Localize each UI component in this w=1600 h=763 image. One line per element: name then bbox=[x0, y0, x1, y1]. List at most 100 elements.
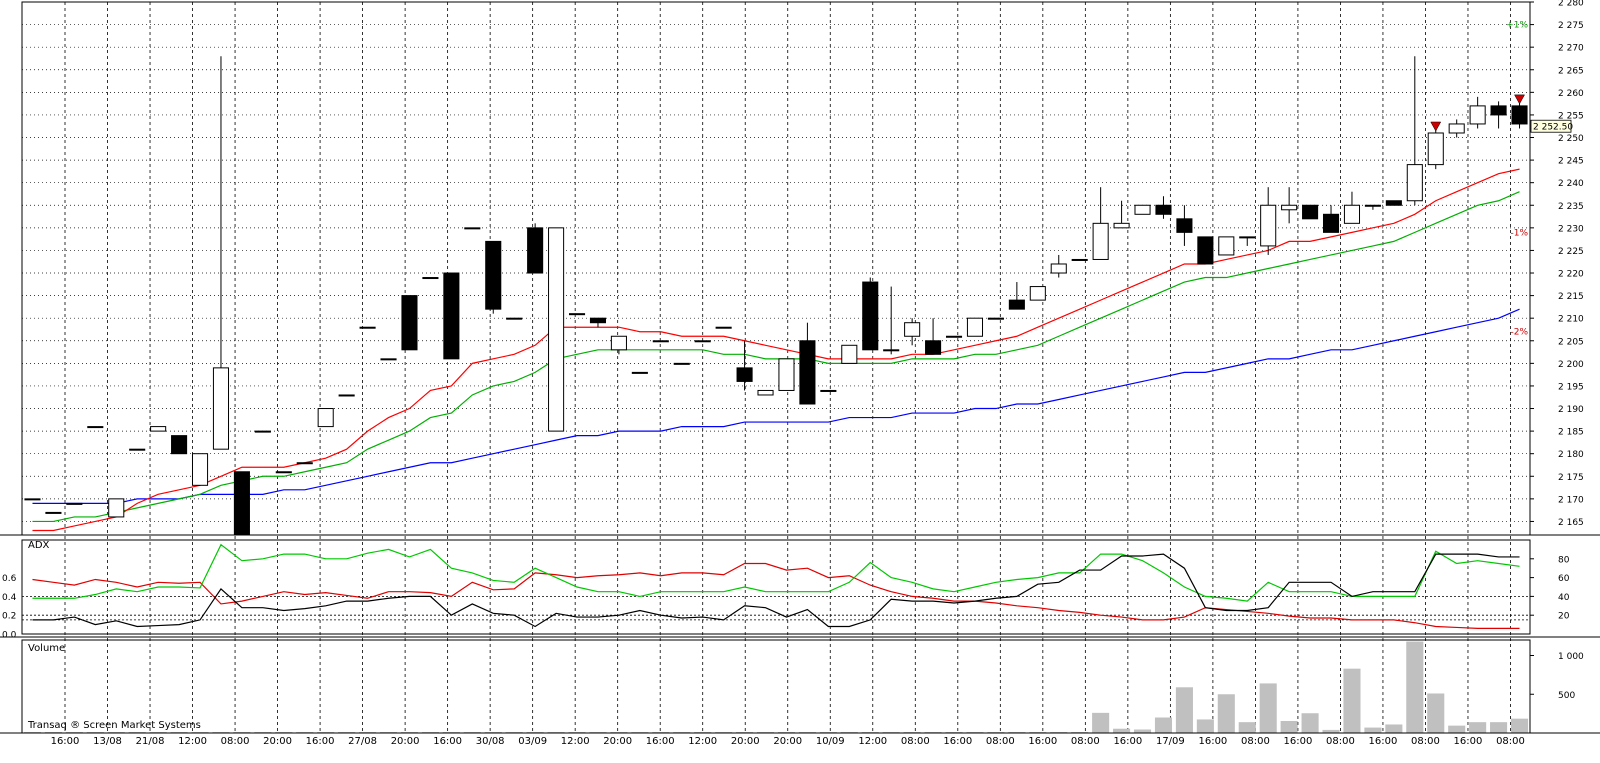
volume-bar[interactable] bbox=[1196, 719, 1214, 733]
volume-bar[interactable] bbox=[1490, 722, 1508, 733]
volume-bar[interactable] bbox=[1448, 725, 1466, 733]
candle[interactable] bbox=[548, 227, 565, 432]
candle[interactable] bbox=[464, 227, 481, 230]
candle[interactable] bbox=[485, 240, 502, 314]
candle[interactable] bbox=[1511, 101, 1528, 129]
volume-bar[interactable] bbox=[1301, 713, 1319, 733]
volume-bar[interactable] bbox=[1364, 727, 1382, 733]
volume-bar[interactable] bbox=[1406, 641, 1424, 733]
candle[interactable] bbox=[1155, 196, 1172, 219]
candle[interactable] bbox=[1406, 56, 1423, 206]
candle[interactable] bbox=[171, 435, 188, 455]
candle[interactable] bbox=[652, 340, 669, 343]
candle[interactable] bbox=[1092, 187, 1109, 260]
candle[interactable] bbox=[925, 318, 942, 355]
candle[interactable] bbox=[673, 362, 690, 365]
candle[interactable] bbox=[443, 272, 460, 360]
candle[interactable] bbox=[631, 371, 648, 374]
candle[interactable] bbox=[799, 322, 816, 405]
candle[interactable] bbox=[1197, 236, 1214, 265]
candle[interactable] bbox=[1113, 200, 1130, 229]
volume-bar[interactable] bbox=[1343, 668, 1361, 733]
candle[interactable] bbox=[1176, 205, 1193, 246]
candle[interactable] bbox=[527, 223, 544, 274]
volume-bar[interactable] bbox=[1113, 728, 1131, 733]
candle[interactable] bbox=[694, 340, 711, 343]
volume-bar[interactable] bbox=[1280, 720, 1298, 733]
candle[interactable] bbox=[945, 335, 963, 338]
candle[interactable] bbox=[568, 313, 586, 316]
candle[interactable] bbox=[254, 430, 271, 433]
candle[interactable] bbox=[1260, 187, 1277, 255]
candle[interactable] bbox=[862, 277, 879, 351]
candle[interactable] bbox=[1343, 191, 1361, 224]
candle[interactable] bbox=[317, 408, 334, 428]
candle[interactable] bbox=[45, 511, 62, 514]
candle[interactable] bbox=[1281, 187, 1298, 224]
candle[interactable] bbox=[401, 295, 418, 351]
candle[interactable] bbox=[1322, 205, 1340, 233]
candle[interactable] bbox=[108, 498, 125, 518]
volume-bar[interactable] bbox=[1322, 729, 1340, 733]
volume-bar[interactable] bbox=[1175, 687, 1193, 733]
candle[interactable] bbox=[841, 344, 858, 364]
candle[interactable] bbox=[1302, 204, 1319, 220]
candle[interactable] bbox=[129, 448, 146, 451]
candle[interactable] bbox=[1008, 282, 1025, 310]
volume-bar[interactable] bbox=[1385, 724, 1403, 733]
candle[interactable] bbox=[24, 498, 41, 501]
candle[interactable] bbox=[422, 277, 439, 280]
candle[interactable] bbox=[1427, 128, 1444, 170]
volume-bar[interactable] bbox=[1238, 722, 1256, 733]
candle[interactable] bbox=[1448, 119, 1465, 138]
signal-marker[interactable] bbox=[1514, 94, 1525, 105]
candle[interactable] bbox=[359, 326, 376, 329]
volume-bar[interactable] bbox=[1259, 683, 1277, 733]
time-tick-label: 08:00 bbox=[1241, 736, 1270, 747]
volume-bar[interactable] bbox=[1510, 718, 1529, 733]
candle[interactable] bbox=[233, 471, 250, 536]
candle[interactable] bbox=[1134, 204, 1151, 215]
candle[interactable] bbox=[966, 317, 984, 337]
candle[interactable] bbox=[1364, 204, 1381, 210]
candle[interactable] bbox=[778, 358, 795, 391]
candle[interactable] bbox=[1218, 236, 1235, 256]
candle[interactable] bbox=[736, 340, 753, 391]
candle[interactable] bbox=[1071, 258, 1088, 261]
volume-bar[interactable] bbox=[1427, 693, 1445, 733]
candle[interactable] bbox=[757, 389, 774, 396]
candle[interactable] bbox=[1239, 236, 1256, 246]
candle[interactable] bbox=[506, 317, 523, 320]
candle[interactable] bbox=[883, 286, 900, 355]
candle[interactable] bbox=[275, 471, 292, 474]
candle[interactable] bbox=[212, 56, 230, 450]
candle[interactable] bbox=[820, 389, 837, 392]
candle[interactable] bbox=[1050, 254, 1067, 278]
candle[interactable] bbox=[338, 394, 355, 397]
candle[interactable] bbox=[904, 318, 921, 346]
volume-bar[interactable] bbox=[1469, 722, 1487, 733]
candle[interactable] bbox=[1490, 101, 1507, 129]
candle[interactable] bbox=[191, 453, 209, 486]
candle[interactable] bbox=[150, 426, 167, 432]
candle[interactable] bbox=[66, 502, 83, 505]
candle[interactable] bbox=[1385, 200, 1402, 206]
candle[interactable] bbox=[1469, 96, 1486, 129]
candle[interactable] bbox=[87, 426, 104, 429]
adx-panel[interactable] bbox=[22, 543, 1530, 629]
candle[interactable] bbox=[589, 317, 607, 328]
candle[interactable] bbox=[380, 358, 397, 361]
candle[interactable] bbox=[610, 335, 627, 355]
candle[interactable] bbox=[296, 462, 313, 465]
candle[interactable] bbox=[987, 317, 1004, 320]
volume-bar[interactable] bbox=[1133, 729, 1152, 733]
signal-marker[interactable] bbox=[1430, 121, 1442, 132]
price-panel[interactable] bbox=[24, 56, 1528, 536]
volume-bar[interactable] bbox=[1217, 694, 1235, 733]
candle[interactable] bbox=[715, 326, 732, 329]
candle[interactable] bbox=[1029, 286, 1046, 301]
volume-bar[interactable] bbox=[1154, 717, 1173, 734]
volume-bar[interactable] bbox=[1092, 712, 1110, 733]
